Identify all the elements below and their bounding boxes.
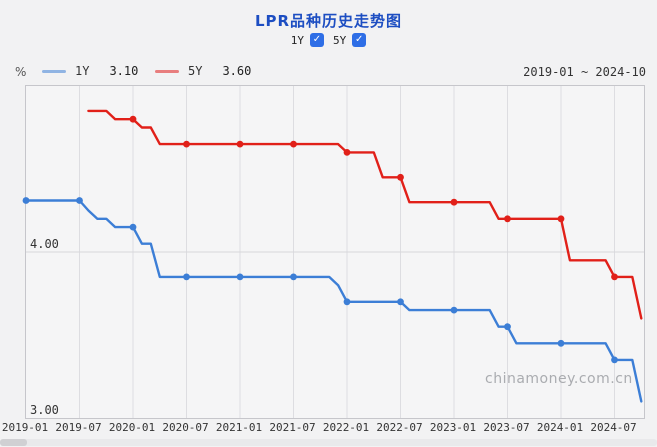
x-axis-tick-label: 2023-07 bbox=[483, 421, 530, 434]
x-axis-tick-label: 2021-01 bbox=[215, 421, 263, 434]
legend-value-5y: 3.60 bbox=[222, 64, 252, 78]
1y-data-point bbox=[450, 306, 458, 314]
x-axis-tick-label: 2024-07 bbox=[590, 421, 637, 434]
horizontal-scrollbar-track[interactable] bbox=[0, 439, 657, 446]
check-icon: ✓ bbox=[355, 34, 364, 45]
5y-data-point bbox=[290, 140, 297, 148]
1y-data-point bbox=[397, 298, 404, 306]
x-axis-tick-label: 2020-07 bbox=[162, 421, 209, 434]
1y-data-point bbox=[504, 323, 511, 331]
horizontal-scrollbar-thumb[interactable] bbox=[0, 439, 27, 446]
page-title: LPR品种历史走势图 bbox=[254, 12, 403, 30]
legend-item-1y[interactable]: 1Y 3.10 bbox=[42, 64, 138, 78]
5y-data-point bbox=[183, 140, 190, 148]
1y-data-point bbox=[183, 273, 190, 281]
x-axis-tick-label: 2019-01 bbox=[1, 421, 49, 434]
x-axis-tick-label: 2024-01 bbox=[536, 421, 584, 434]
chart-canvas bbox=[22, 86, 644, 418]
toggle-5y-label: 5Y bbox=[333, 33, 347, 47]
5y-data-point bbox=[611, 273, 618, 281]
date-range-label: 2019-01 ~ 2024-10 bbox=[523, 65, 646, 79]
5y-data-point bbox=[129, 115, 137, 123]
5y-line-series bbox=[87, 109, 643, 320]
x-axis-tick-label: 2022-01 bbox=[322, 421, 370, 434]
check-icon: ✓ bbox=[312, 34, 322, 45]
1y-data-point bbox=[129, 223, 137, 231]
x-axis-tick-label: 2022-07 bbox=[376, 421, 423, 434]
5y-data-point bbox=[397, 173, 404, 181]
legend-label-5y: 5Y bbox=[188, 64, 203, 78]
toggle-1y[interactable]: 1Y ✓ bbox=[291, 33, 324, 47]
legend-value-1y: 3.10 bbox=[109, 64, 139, 78]
toggle-5y[interactable]: 5Y ✓ bbox=[333, 33, 367, 47]
legend-item-5y[interactable]: 5Y 3.60 bbox=[155, 64, 251, 78]
chart-plot-area[interactable]: chinamoney.com.cn 4.00 3.00 bbox=[22, 85, 645, 419]
5y-data-point bbox=[343, 149, 351, 156]
1y-line-series bbox=[24, 199, 643, 403]
checkbox-5y[interactable]: ✓ bbox=[352, 33, 367, 47]
1y-data-point bbox=[290, 273, 297, 281]
1y-data-point bbox=[557, 339, 565, 347]
1y-data-point bbox=[611, 356, 618, 364]
legend-row: % 1Y 3.10 5Y 3.60 2019-01 ~ 2024-10 bbox=[0, 64, 657, 82]
x-axis-tick-label: 2023-01 bbox=[429, 421, 477, 434]
legend-swatch-5y bbox=[155, 69, 179, 73]
1y-data-point bbox=[22, 197, 30, 204]
1y-data-point bbox=[343, 298, 351, 306]
legend-swatch-1y bbox=[42, 69, 66, 73]
x-axis-tick-label: 2019-07 bbox=[55, 421, 102, 434]
5y-data-point bbox=[557, 215, 565, 223]
series-toggle-row: 1Y ✓ 5Y ✓ bbox=[0, 33, 657, 47]
5y-data-point bbox=[236, 140, 244, 148]
x-axis-tick-label: 2020-01 bbox=[108, 421, 156, 434]
toggle-1y-label: 1Y bbox=[290, 33, 304, 47]
x-axis-labels: 2019-01 2019-07 2020-01 2020-07 2021-01 2021-… bbox=[2, 421, 657, 435]
y-axis-unit-label: % bbox=[15, 65, 27, 79]
1y-data-point bbox=[76, 197, 83, 204]
x-axis-tick-label: 2021-07 bbox=[269, 421, 316, 434]
5y-data-point bbox=[504, 215, 511, 223]
5y-data-point bbox=[450, 198, 458, 206]
checkbox-1y[interactable]: ✓ bbox=[310, 33, 324, 47]
legend-label-1y: 1Y bbox=[75, 64, 90, 78]
1y-data-point bbox=[236, 273, 244, 281]
